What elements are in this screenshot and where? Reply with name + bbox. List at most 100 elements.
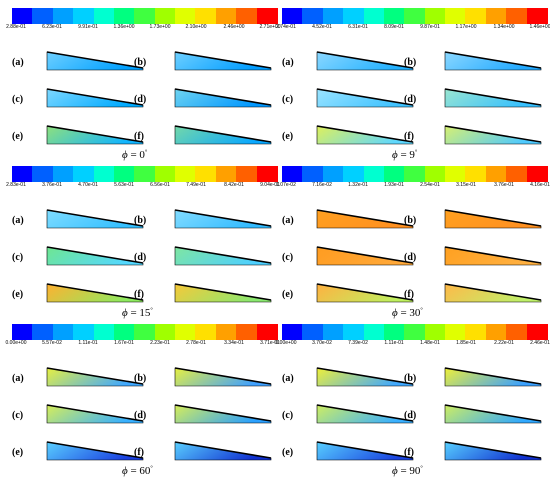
subfigure-label: (d)	[134, 94, 147, 105]
colorbar-tick-label: 6.56e-01	[150, 182, 170, 188]
subfigure-label: (d)	[134, 252, 147, 263]
subfigure-label: (c)	[12, 94, 24, 105]
phi-value: = 90	[397, 465, 421, 477]
contour-wedge	[174, 88, 272, 108]
colorbar-segment	[302, 8, 324, 24]
subfigure-label: (c)	[12, 252, 24, 263]
subfigure-label: (d)	[134, 410, 147, 421]
colorbar-tick-label: 1.36e+00	[113, 24, 135, 30]
contour-wedge	[444, 404, 542, 424]
subfigure-label: (c)	[12, 410, 24, 421]
colorbar-segment	[113, 166, 135, 182]
subfigure-label: (f)	[134, 289, 144, 300]
colorbar-tick-label: 8.09e-01	[384, 24, 404, 30]
phi-value: = 0	[127, 149, 145, 161]
contour-panel-5: 0.00e+00 5.57e-02 1.11e-01 1.67e-01 2.23e-01…	[6, 324, 280, 478]
colorbar-segment	[383, 166, 405, 182]
subfigure-label: (f)	[404, 131, 414, 142]
contour-wedge	[444, 51, 542, 71]
phi-symbol: ϕ	[122, 465, 128, 477]
colorbar-segment	[32, 8, 54, 24]
contour-wedge	[444, 209, 542, 229]
colorbar-segment	[424, 8, 446, 24]
colorbar-ticks: 2.88e-01 6.23e-01 9.91e-01 1.36e+00 1.73e+00…	[6, 24, 280, 34]
colorbar-segment	[93, 166, 115, 182]
colorbar-segment	[383, 324, 405, 340]
colorbar-segment	[322, 8, 344, 24]
contour-wedge	[316, 125, 414, 145]
contour-wedge	[174, 209, 272, 229]
colorbar-segment	[526, 166, 548, 182]
colorbar-tick-label: 1.11e-01	[384, 340, 404, 346]
contour-wedge	[174, 125, 272, 145]
colorbar-tick-label: 7.49e-01	[186, 182, 206, 188]
colorbar-segment	[73, 8, 95, 24]
degree-symbol: °	[150, 465, 153, 472]
subfigure-label: (e)	[282, 447, 294, 458]
subfigure-label: (e)	[12, 131, 24, 142]
colorbar-segment	[302, 166, 324, 182]
colorbar-segment	[256, 166, 278, 182]
subfigure-label: (f)	[404, 289, 414, 300]
contour-wedge	[316, 283, 414, 303]
colorbar-segment	[282, 8, 303, 24]
colorbar-segment	[113, 324, 135, 340]
colorbar	[282, 324, 548, 340]
colorbar-segment	[485, 166, 507, 182]
subfigure-label: (a)	[12, 215, 24, 226]
colorbar-segment	[256, 8, 278, 24]
colorbar-segment	[363, 166, 385, 182]
colorbar-segment	[404, 324, 426, 340]
colorbar-segment	[93, 8, 115, 24]
angle-caption: ϕ = 0°	[122, 149, 147, 161]
colorbar-segment	[236, 8, 258, 24]
colorbar-segment	[175, 8, 197, 24]
colorbar-segment	[215, 166, 237, 182]
colorbar-tick-label: 1.93e-01	[384, 182, 404, 188]
colorbar	[282, 166, 548, 182]
subfigure-label: (c)	[282, 94, 294, 105]
colorbar-segment	[175, 324, 197, 340]
degree-symbol: °	[420, 465, 423, 472]
colorbar-segment	[195, 8, 217, 24]
colorbar-segment	[343, 324, 365, 340]
colorbar-segment	[343, 8, 365, 24]
subfigure-label: (a)	[282, 57, 294, 68]
contour-wedge	[316, 51, 414, 71]
colorbar-tick-label: 6.31e-01	[348, 24, 368, 30]
colorbar-tick-label: 2.74e-01	[276, 24, 296, 30]
colorbar-tick-label: 2.46e+00	[223, 24, 245, 30]
contour-wedge	[444, 367, 542, 387]
degree-symbol: °	[420, 307, 423, 314]
colorbar-segment	[445, 166, 467, 182]
subfigure-label: (b)	[404, 57, 417, 68]
subfigure-label: (a)	[282, 373, 294, 384]
colorbar-segment	[322, 324, 344, 340]
degree-symbol: °	[150, 307, 153, 314]
subfigure-label: (e)	[12, 447, 24, 458]
contour-wedge	[46, 209, 144, 229]
contour-wedge	[46, 125, 144, 145]
subfigure-label: (b)	[404, 373, 417, 384]
colorbar-tick-label: 7.39e-02	[348, 340, 368, 346]
colorbar-segment	[134, 166, 156, 182]
colorbar-segment	[282, 166, 303, 182]
subfigure-label: (d)	[404, 94, 417, 105]
colorbar-tick-label: 0.00e+00	[5, 340, 27, 346]
colorbar-tick-label: 4.70e-01	[78, 182, 98, 188]
colorbar-segment	[175, 166, 197, 182]
colorbar-tick-label: 1.17e+00	[455, 24, 477, 30]
colorbar-tick-label: 6.23e-01	[42, 24, 62, 30]
phi-value: = 60	[127, 465, 151, 477]
colorbar-segment	[526, 8, 548, 24]
colorbar-tick-label: 1.67e-01	[114, 340, 134, 346]
contour-panel-1: 2.88e-01 6.23e-01 9.91e-01 1.36e+00 1.73e+00…	[6, 8, 281, 163]
colorbar-tick-label: 5.57e-02	[42, 340, 62, 346]
degree-symbol: °	[414, 149, 418, 156]
contour-wedge	[444, 283, 542, 303]
colorbar	[282, 8, 548, 24]
colorbar-segment	[383, 8, 405, 24]
phi-symbol: ϕ	[392, 149, 398, 161]
colorbar-ticks: 1.07e-02 7.16e-02 1.32e-01 1.93e-01 2.54e-01…	[276, 182, 550, 192]
colorbar-segment	[52, 166, 74, 182]
